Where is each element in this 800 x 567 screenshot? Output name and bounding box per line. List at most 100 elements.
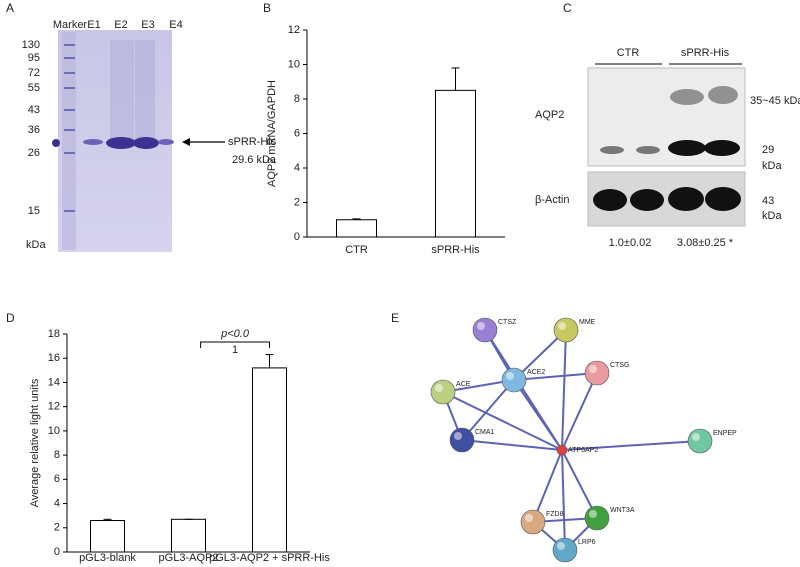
bar (435, 89, 476, 238)
network-edge (561, 440, 701, 451)
marker-lane (62, 32, 76, 250)
marker-label: 43 (28, 104, 40, 116)
band (52, 139, 60, 147)
band (668, 187, 704, 211)
error-bar (451, 67, 460, 91)
network-edge (461, 439, 563, 451)
size-label: kDa (762, 160, 782, 172)
marker-label: 55 (28, 82, 40, 94)
node-label: ENPEP (713, 430, 737, 437)
y-tick-label: 4 (54, 497, 60, 509)
quant: 1.0±0.02 (609, 237, 652, 249)
network-node (520, 509, 546, 535)
node-highlight (525, 514, 533, 522)
lane-label: E2 (114, 19, 127, 31)
error-bar (352, 218, 361, 220)
band (158, 139, 174, 145)
y-tick-label: 10 (288, 58, 300, 70)
band (670, 89, 704, 105)
panel-letter: A (6, 1, 14, 15)
x-tick-label: pGL3-AQP2 + sPRR-His (209, 552, 330, 564)
band-size: 29.6 kDa (232, 154, 277, 166)
lane-label: Marker (53, 19, 88, 31)
band (630, 189, 664, 211)
x-tick-label: CTR (345, 244, 368, 256)
size-label: 29 (762, 144, 774, 156)
y-tick-label: 0 (54, 546, 60, 558)
network-edge (461, 379, 515, 441)
y-tick-label: 10 (48, 425, 60, 437)
node-label: ACE2 (527, 369, 545, 376)
target-label: AQP2 (535, 109, 564, 121)
marker-label: 26 (28, 147, 40, 159)
y-tick-label: 2 (54, 522, 60, 534)
node-highlight (506, 372, 514, 380)
y-tick-label: 12 (48, 401, 60, 413)
y-tick-label: 18 (48, 328, 60, 340)
network-node (430, 379, 456, 405)
node-label: LRP6 (578, 539, 596, 546)
smear (110, 40, 134, 140)
bar (90, 520, 125, 553)
quant: 3.08±0.25 * (677, 237, 734, 249)
error-bar (103, 518, 112, 521)
marker-label: 72 (28, 67, 40, 79)
size-label: 43 (762, 195, 774, 207)
network-edge (442, 391, 563, 451)
arrow-head (182, 138, 190, 146)
annotation: p<0.0 (220, 328, 250, 340)
unit: kDa (26, 239, 46, 251)
panel-letter: C (563, 1, 572, 15)
network-edge (561, 329, 567, 451)
control-label: β-Actin (535, 194, 569, 206)
y-axis-label: Average relative light units (29, 378, 41, 507)
band (133, 137, 159, 149)
bar (336, 219, 377, 238)
band (708, 86, 738, 104)
marker-label: 130 (22, 39, 40, 51)
network-edge (561, 449, 566, 551)
y-tick-label: 12 (288, 24, 300, 36)
network-edge (513, 372, 598, 381)
group-label: CTR (617, 47, 640, 59)
node-label: CTSG (610, 362, 629, 369)
node-highlight (558, 322, 566, 330)
network-edge (561, 449, 598, 519)
panel-letter: E (391, 311, 399, 325)
lane-label: E4 (169, 19, 182, 31)
node-label: CTSZ (498, 319, 517, 326)
network-node (553, 317, 579, 343)
node-highlight (454, 432, 462, 440)
panel-letter: B (263, 1, 271, 15)
band (106, 137, 136, 149)
network-edge (532, 449, 563, 523)
significance-bracket (200, 341, 270, 348)
node-highlight (557, 542, 565, 550)
x-tick-label: pGL3-blank (79, 552, 136, 564)
band (83, 139, 103, 145)
lane-label: E1 (87, 19, 100, 31)
band (636, 146, 660, 154)
marker-label: 95 (28, 52, 40, 64)
band-label: sPRR-His (228, 136, 277, 148)
node-highlight (477, 322, 485, 330)
network-edge (561, 372, 598, 451)
network-node (472, 317, 498, 343)
panel-letter: D (6, 311, 15, 325)
y-tick-label: 8 (294, 93, 300, 105)
network-node (501, 367, 527, 393)
annotation: 1 (232, 344, 238, 356)
network-node (687, 428, 713, 454)
y-axis-label: AQP2 mRNA/GAPDH (266, 80, 278, 187)
node-label: CMA1 (475, 429, 495, 436)
y-tick-label: 6 (54, 473, 60, 485)
network-node (449, 427, 475, 453)
x-tick-label: pGL3-AQP2 (159, 552, 219, 564)
node-label: WNT3A (610, 507, 635, 514)
band (668, 140, 706, 156)
network-node (584, 505, 610, 531)
band (600, 146, 624, 154)
node-label: ACE (456, 381, 471, 388)
x-tick-label: sPRR-His (431, 244, 480, 256)
